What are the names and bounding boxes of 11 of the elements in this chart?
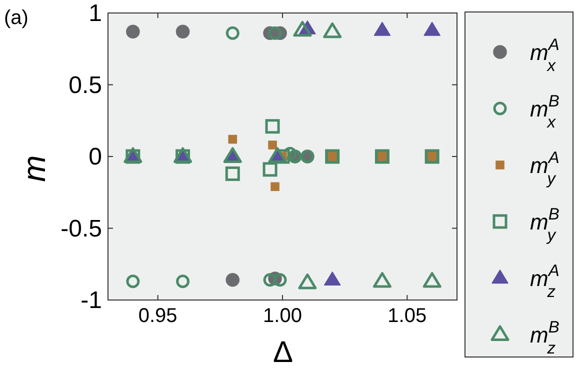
- x-tick-label: 0.95: [138, 305, 178, 327]
- y-tick-label: 0.5: [68, 72, 102, 99]
- y-tick-label: 0: [88, 144, 102, 170]
- y-tick-label: 1: [88, 0, 102, 27]
- y-tick-label: -0.5: [60, 215, 102, 242]
- x-axis-title: Δ: [272, 336, 294, 369]
- chart-title: (a): [4, 7, 28, 29]
- y-axis-title: m: [16, 155, 52, 182]
- x-tick-label: 1.05: [388, 305, 427, 327]
- y-tick-label: -1: [80, 287, 102, 314]
- x-tick-label: 1.00: [263, 305, 302, 327]
